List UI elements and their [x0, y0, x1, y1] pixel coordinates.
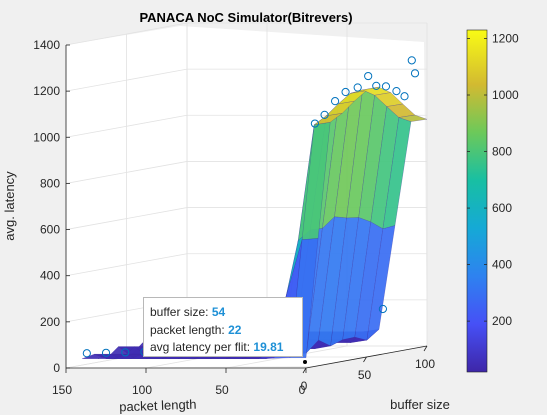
z-tick-label: 600: [40, 223, 60, 237]
data-marker[interactable]: [330, 97, 340, 106]
y-axis-label: buffer size: [390, 397, 450, 412]
z-tick-label: 1200: [33, 84, 60, 98]
colorbar-tick-label: 200: [492, 314, 512, 328]
data-marker[interactable]: [320, 110, 329, 119]
colorbar[interactable]: [466, 29, 488, 373]
colorbar-tick-label: 1200: [492, 31, 519, 45]
peak-markers: [82, 56, 420, 358]
chart-title: PANACA NoC Simulator(Bitrevers): [139, 10, 352, 25]
colorbar-tick-label: 800: [492, 145, 512, 159]
y-tick-mark: [423, 345, 428, 352]
y-tick-mark: [363, 356, 367, 363]
z-ticks: 0 200 400 600 800 1000 1200 1400: [33, 38, 70, 375]
surface-patch: [398, 114, 428, 122]
y-tick-label: 100: [415, 357, 435, 371]
data-marker[interactable]: [121, 348, 130, 357]
data-marker[interactable]: [407, 56, 416, 65]
colorbar-ticks: 200 400 600 800 1000 1200: [467, 31, 519, 328]
datatip-anchor: [303, 360, 307, 364]
x-tick-label: 150: [52, 383, 72, 397]
z-tick-label: 400: [40, 269, 60, 283]
y-ticks: 0 50 100: [301, 345, 435, 393]
colorbar-tick-label: 600: [492, 201, 512, 215]
data-marker[interactable]: [364, 71, 373, 81]
data-marker[interactable]: [82, 349, 91, 358]
data-marker[interactable]: [392, 87, 401, 96]
x-tick-label: 0: [299, 383, 306, 397]
z-axis-label: avg. latency: [2, 171, 17, 241]
x-axis-label: packet length: [119, 397, 197, 415]
colorbar-tick-label: 400: [492, 258, 512, 272]
z-tick-label: 1400: [33, 38, 60, 52]
y-tick-label: 50: [358, 368, 372, 382]
datatip-row-latency: avg latency per flit: 19.81: [150, 340, 284, 354]
colorbar-tick-label: 1000: [492, 88, 519, 102]
data-marker[interactable]: [310, 119, 319, 128]
datatip-row-packet-length: packet length: 22: [150, 322, 242, 337]
z-tick-label: 800: [40, 176, 60, 190]
data-marker[interactable]: [410, 69, 420, 78]
z-tick-label: 1000: [33, 130, 60, 144]
x-ticks: 150 100 50 0: [52, 368, 307, 397]
x-tick-label: 100: [132, 383, 152, 397]
data-marker[interactable]: [400, 92, 409, 101]
data-marker[interactable]: [353, 83, 362, 92]
z-tick-label: 200: [40, 315, 60, 329]
x-tick-label: 50: [215, 383, 229, 397]
y-tick-mark: [302, 367, 307, 374]
y-tick-label: 0: [301, 379, 308, 393]
datatip-row-buffer-size: buffer size: 54: [150, 305, 226, 319]
data-marker[interactable]: [378, 304, 387, 314]
data-marker[interactable]: [341, 87, 350, 97]
data-marker[interactable]: [381, 82, 391, 91]
z-tick-label: 0: [53, 361, 60, 375]
data-marker[interactable]: [372, 81, 381, 90]
data-marker[interactable]: [101, 348, 111, 357]
datatip[interactable]: buffer size: 54 packet length: 22 avg la…: [143, 297, 303, 357]
